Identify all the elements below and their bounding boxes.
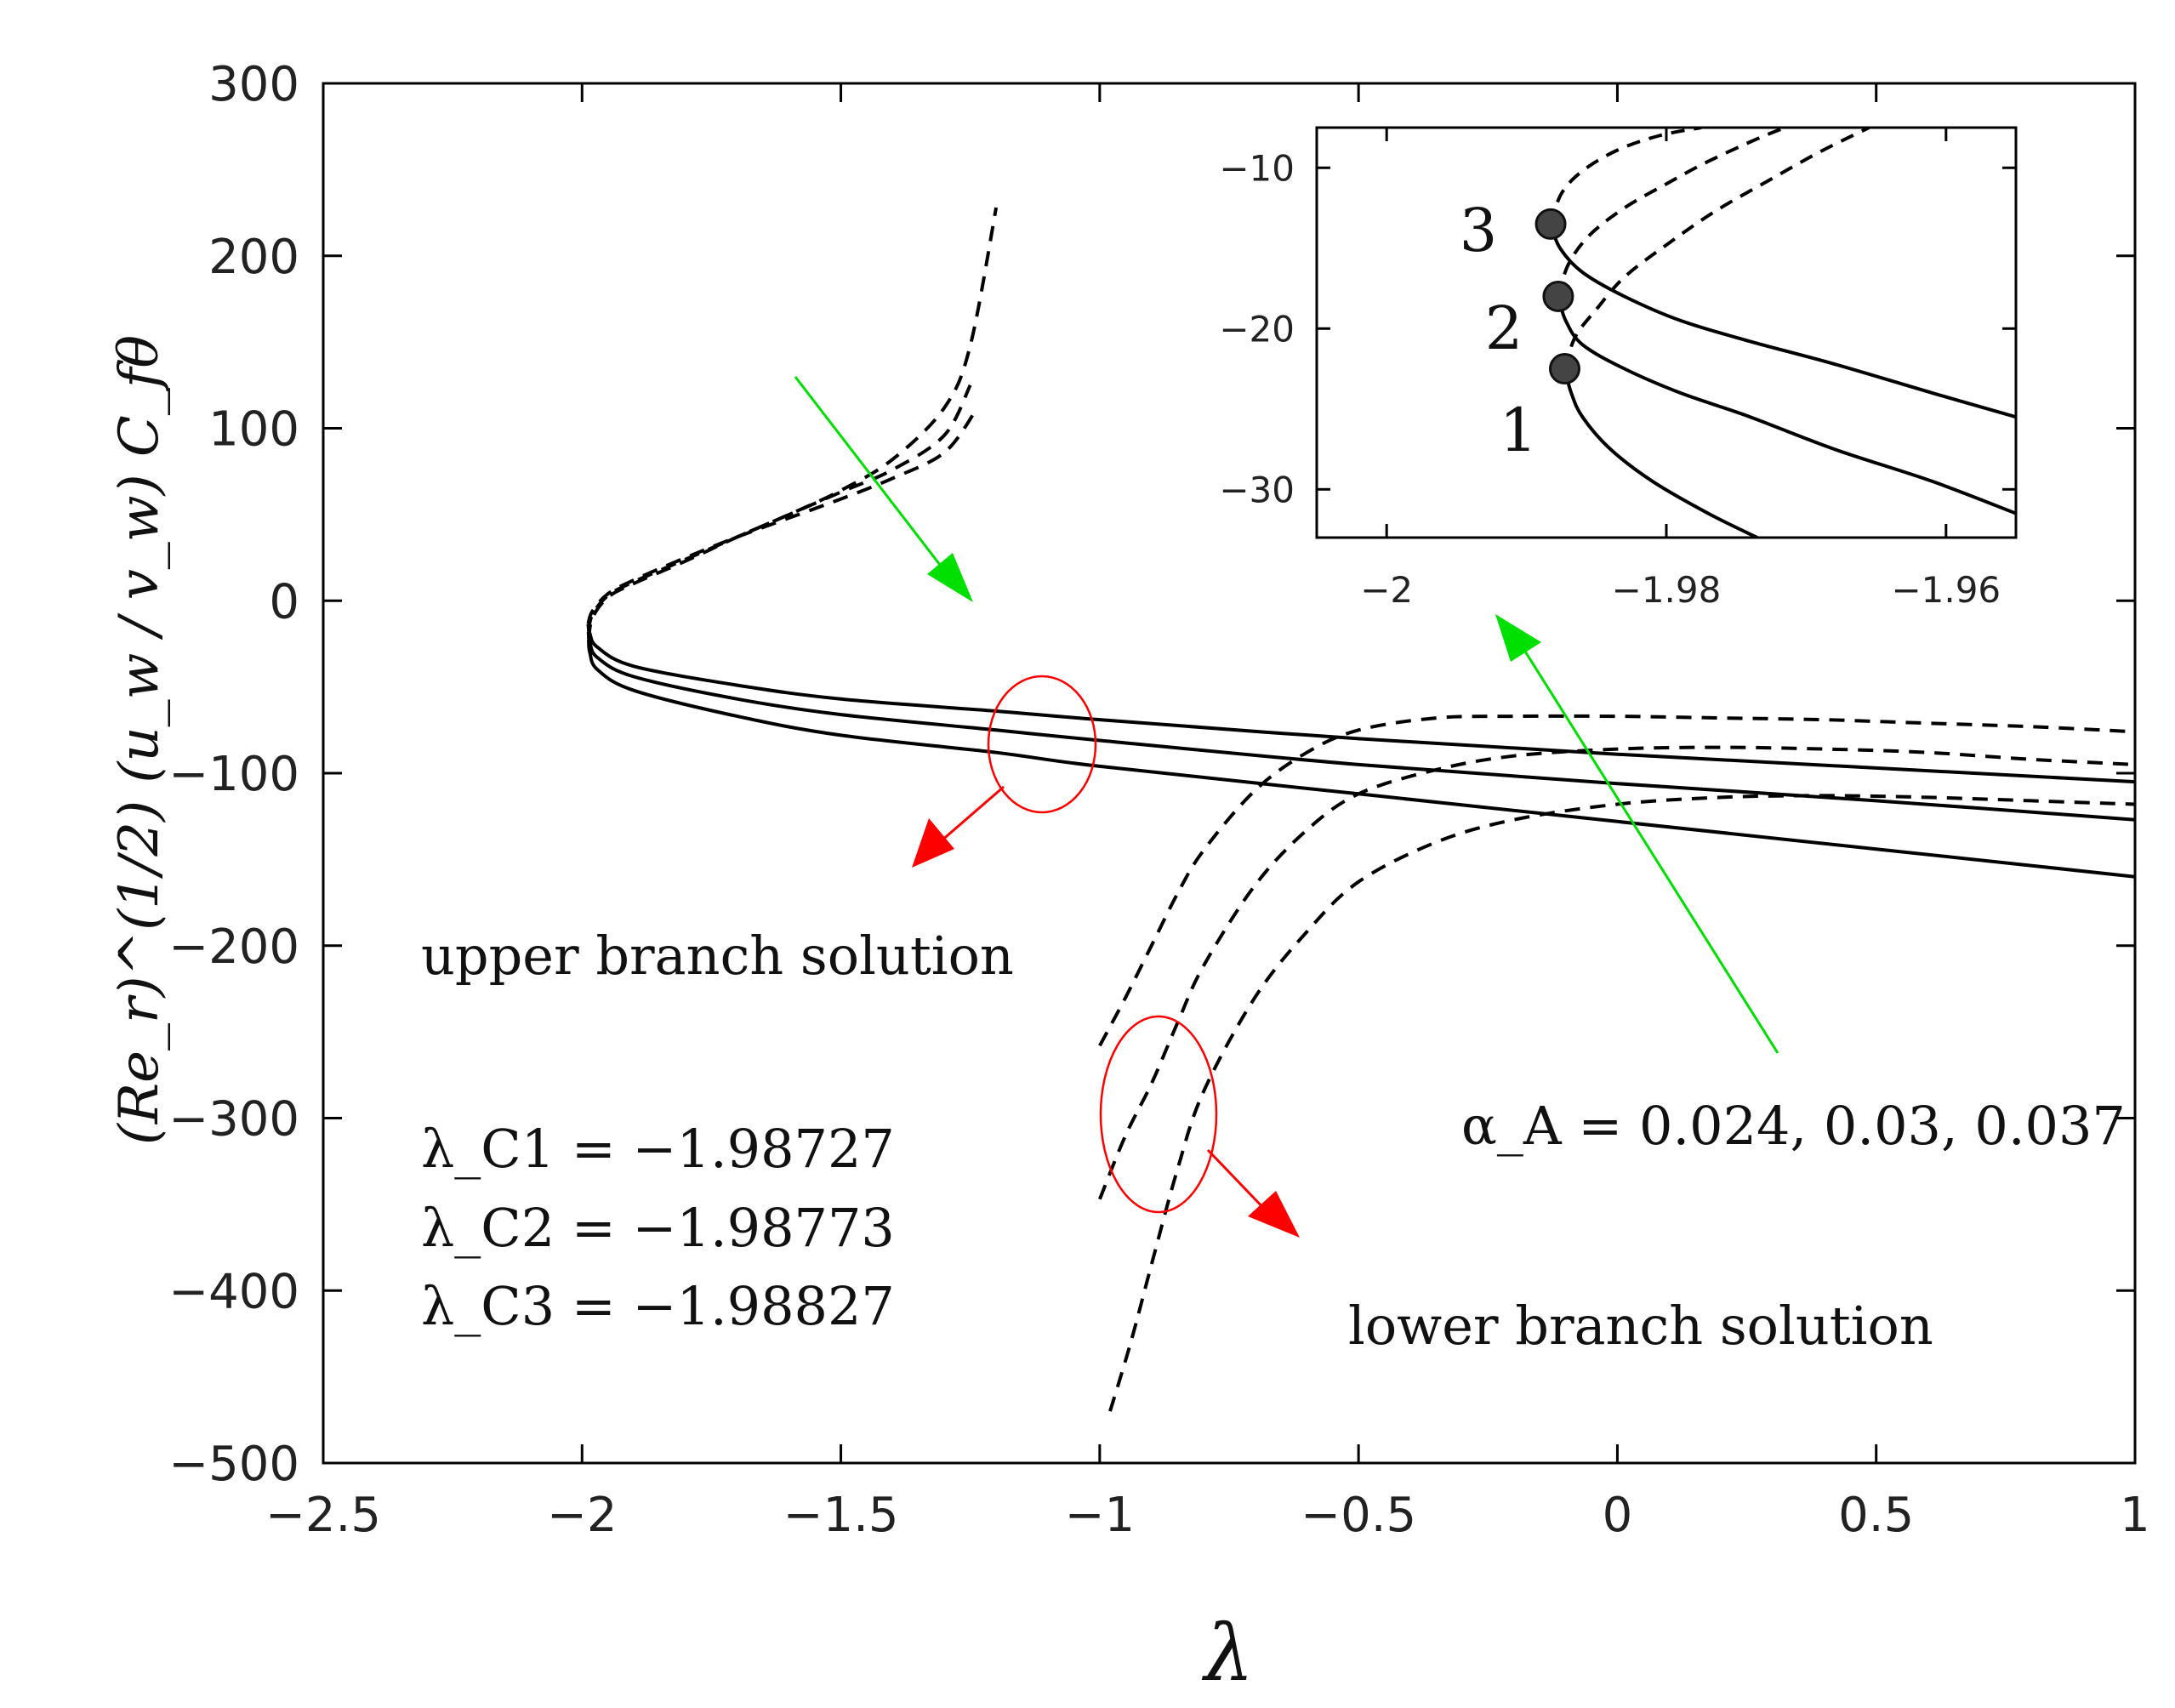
red-arrow-lower-head [1248, 1191, 1300, 1238]
critical-value-1: λ_C1 = −1.98727 [421, 1118, 895, 1180]
critical-value-2: λ_C2 = −1.98773 [421, 1197, 895, 1259]
lower-branch-label: lower branch solution [1348, 1295, 1933, 1357]
red-arrow-upper-shaft [933, 785, 1005, 849]
inset-point-label-2: 2 [1485, 293, 1523, 363]
y-tick-label: 100 [208, 402, 299, 458]
main-ticks: −2.5 −2 −1.5 −1 −0.5 0 0.5 1 300 200 100 0 −100 −200 −… [168, 57, 2150, 1543]
critical-point-marker [1542, 280, 1574, 312]
lower-branch-marker-ellipse [1099, 1015, 1218, 1214]
x-tick-label: −0.5 [1301, 1488, 1416, 1543]
inset-x-tick-label: −1.96 [1891, 569, 2001, 611]
x-tick-label: −2 [547, 1488, 618, 1543]
x-tick-label: 0 [1603, 1488, 1633, 1543]
inset-y-tick-label: −30 [1219, 469, 1295, 510]
main-series-line [1098, 745, 2135, 1200]
inset-series-line [1563, 367, 1758, 538]
y-tick-label: 300 [208, 57, 299, 112]
x-tick-label: 0.5 [1838, 1488, 1914, 1543]
inset-series-line [1556, 128, 1786, 298]
inset-series-line [1549, 223, 2016, 419]
inset-y-tick-label: −20 [1219, 308, 1295, 350]
red-arrow-upper-head [912, 818, 954, 868]
y-tick-label: 200 [208, 230, 299, 285]
x-tick-label: −1.5 [783, 1488, 899, 1543]
main-series-line [586, 631, 2135, 822]
y-tick-label: 0 [269, 574, 299, 629]
alpha-legend: α_A = 0.024, 0.03, 0.037 [1461, 1095, 2126, 1157]
main-series-line [1108, 794, 2135, 1412]
inset-x-tick-label: −2 [1360, 569, 1413, 611]
y-tick-label: −200 [168, 919, 299, 975]
y-tick-label: −100 [168, 747, 299, 802]
red-arrow-lower-shaft [1206, 1148, 1269, 1214]
inset-point-label-1: 1 [1500, 396, 1538, 465]
y-tick-label: −300 [168, 1092, 299, 1147]
main-series-line [586, 409, 977, 625]
x-tick-label: 1 [2120, 1488, 2150, 1543]
y-axis-label: (Re_r)^(1/2) (u_w / v_w) C_fθ [108, 335, 171, 1145]
green-arrow-upper-head [927, 553, 973, 602]
main-series-line [586, 623, 2135, 784]
critical-point-marker [1534, 208, 1567, 240]
main-series-line [587, 639, 2135, 879]
main-series-line [1098, 714, 2135, 1047]
inset-background [1317, 128, 2016, 538]
critical-value-3: λ_C3 = −1.98827 [421, 1275, 895, 1337]
main-series-line [586, 384, 972, 633]
critical-point-marker [1548, 353, 1580, 385]
x-tick-label: −1 [1065, 1488, 1136, 1543]
inset-point-label-3: 3 [1460, 196, 1498, 265]
green-arrow-inset-shaft [1511, 630, 1779, 1054]
green-arrow-upper-shaft [794, 376, 959, 588]
upper-branch-marker-ellipse [987, 675, 1097, 814]
y-tick-label: −500 [168, 1437, 299, 1492]
upper-branch-label: upper branch solution [421, 925, 1014, 987]
x-axis-label: λ [1201, 1608, 1254, 1699]
inset-x-tick-label: −1.98 [1612, 569, 1722, 611]
y-tick-label: −400 [168, 1264, 299, 1319]
annotation-marks [794, 376, 1779, 1238]
inset-frame [1315, 126, 2018, 539]
x-tick-label: −2.5 [265, 1488, 381, 1543]
inset-series-line [1549, 128, 1702, 225]
inset-series-line [1563, 128, 1870, 370]
inset-series-line [1556, 295, 2016, 515]
inset-y-tick-label: −10 [1219, 147, 1295, 189]
inset-ticks: −2 −1.98 −1.96 −10 −20 −30 [1219, 128, 2016, 611]
green-arrow-inset-head [1495, 614, 1541, 662]
